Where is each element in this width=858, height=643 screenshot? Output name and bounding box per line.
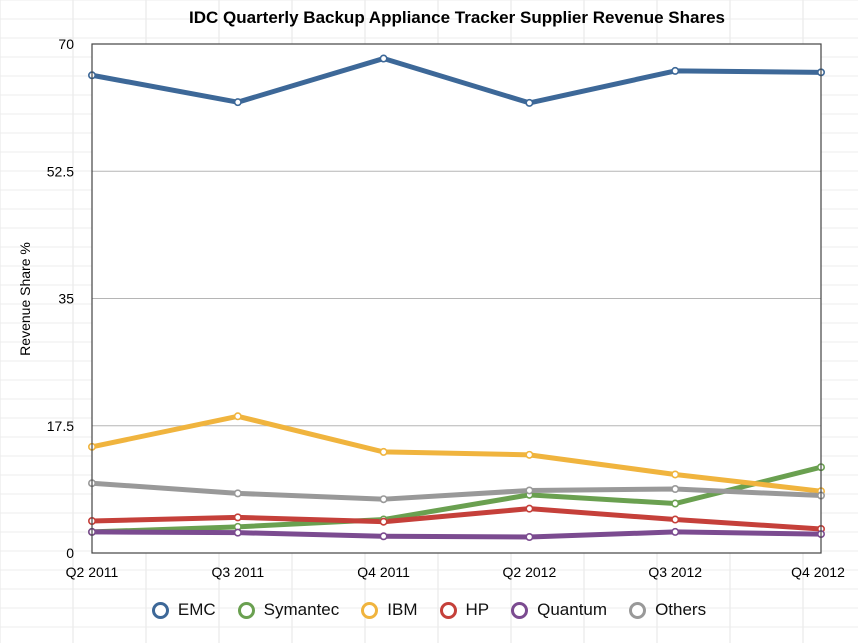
series-line-ibm: [89, 413, 824, 494]
series-line-symantec: [89, 464, 824, 535]
legend-item-symantec: Symantec: [237, 600, 340, 620]
data-point-quantum: [525, 533, 534, 542]
legend-marker-icon: [629, 601, 647, 619]
y-tick-label: 35: [58, 291, 74, 307]
legend-marker-icon: [151, 601, 169, 619]
x-tick-label: Q3 2012: [648, 564, 702, 580]
legend-item-quantum: Quantum: [511, 600, 607, 620]
data-point-ibm: [379, 447, 388, 456]
x-tick-label: Q2 2011: [66, 564, 119, 580]
legend-label: IBM: [387, 600, 418, 619]
legend-label: Symantec: [263, 600, 340, 619]
legend-item-others: Others: [629, 600, 706, 620]
series-line-quantum: [89, 529, 824, 540]
data-point-hp: [379, 517, 388, 526]
data-point-emc: [671, 66, 680, 75]
series-points: [88, 54, 825, 542]
data-point-others: [671, 485, 680, 494]
series-line-others: [89, 480, 824, 502]
legend-item-ibm: IBM: [361, 600, 418, 620]
legend-marker-icon: [237, 601, 255, 619]
x-tick-label: Q2 2012: [503, 564, 557, 580]
legend-item-hp: HP: [439, 600, 490, 620]
legend-marker-icon: [439, 601, 457, 619]
data-point-others: [233, 489, 242, 498]
series-lines: [89, 56, 824, 540]
data-point-quantum: [233, 528, 242, 537]
legend-marker-icon: [361, 601, 379, 619]
legend-marker-icon: [511, 601, 529, 619]
data-point-emc: [525, 98, 534, 107]
series-line-hp: [89, 506, 824, 532]
data-point-hp: [671, 515, 680, 524]
y-axis-label: Revenue Share %: [17, 242, 33, 356]
legend-label: EMC: [177, 600, 216, 619]
tick-labels: 0 17.5 35 52.5 70 Q2 2011 Q3 2011 Q4 2011 Q2 201…: [47, 36, 845, 580]
data-point-emc: [233, 98, 242, 107]
y-tick-label: 17.5: [47, 418, 74, 434]
data-point-ibm: [233, 412, 242, 421]
x-tick-label: Q4 2012: [791, 564, 845, 580]
data-point-hp: [233, 513, 242, 522]
legend-label: Others: [655, 600, 707, 619]
x-tick-label: Q4 2011: [357, 564, 410, 580]
data-point-others: [525, 486, 534, 495]
y-tick-label: 70: [58, 36, 74, 52]
y-tick-label: 0: [66, 545, 74, 561]
data-point-ibm: [671, 470, 680, 479]
data-point-symantec: [671, 499, 680, 508]
data-point-quantum: [379, 532, 388, 541]
series-line-emc: [89, 56, 824, 106]
legend-label: Quantum: [537, 600, 608, 619]
data-point-others: [379, 495, 388, 504]
data-point-quantum: [671, 527, 680, 536]
axes: [91, 43, 822, 554]
plot-frame: [91, 43, 822, 554]
x-tick-label: Q3 2011: [211, 564, 264, 580]
legend-label: HP: [465, 600, 490, 619]
data-point-emc: [379, 54, 388, 63]
data-point-hp: [525, 504, 534, 513]
legend: EMC Symantec IBM HP Quantum Others: [0, 600, 858, 620]
data-point-ibm: [525, 450, 534, 459]
chart-title: IDC Quarterly Backup Appliance Tracker S…: [189, 8, 725, 27]
legend-item-emc: EMC: [151, 600, 216, 620]
y-tick-label: 52.5: [47, 163, 74, 179]
